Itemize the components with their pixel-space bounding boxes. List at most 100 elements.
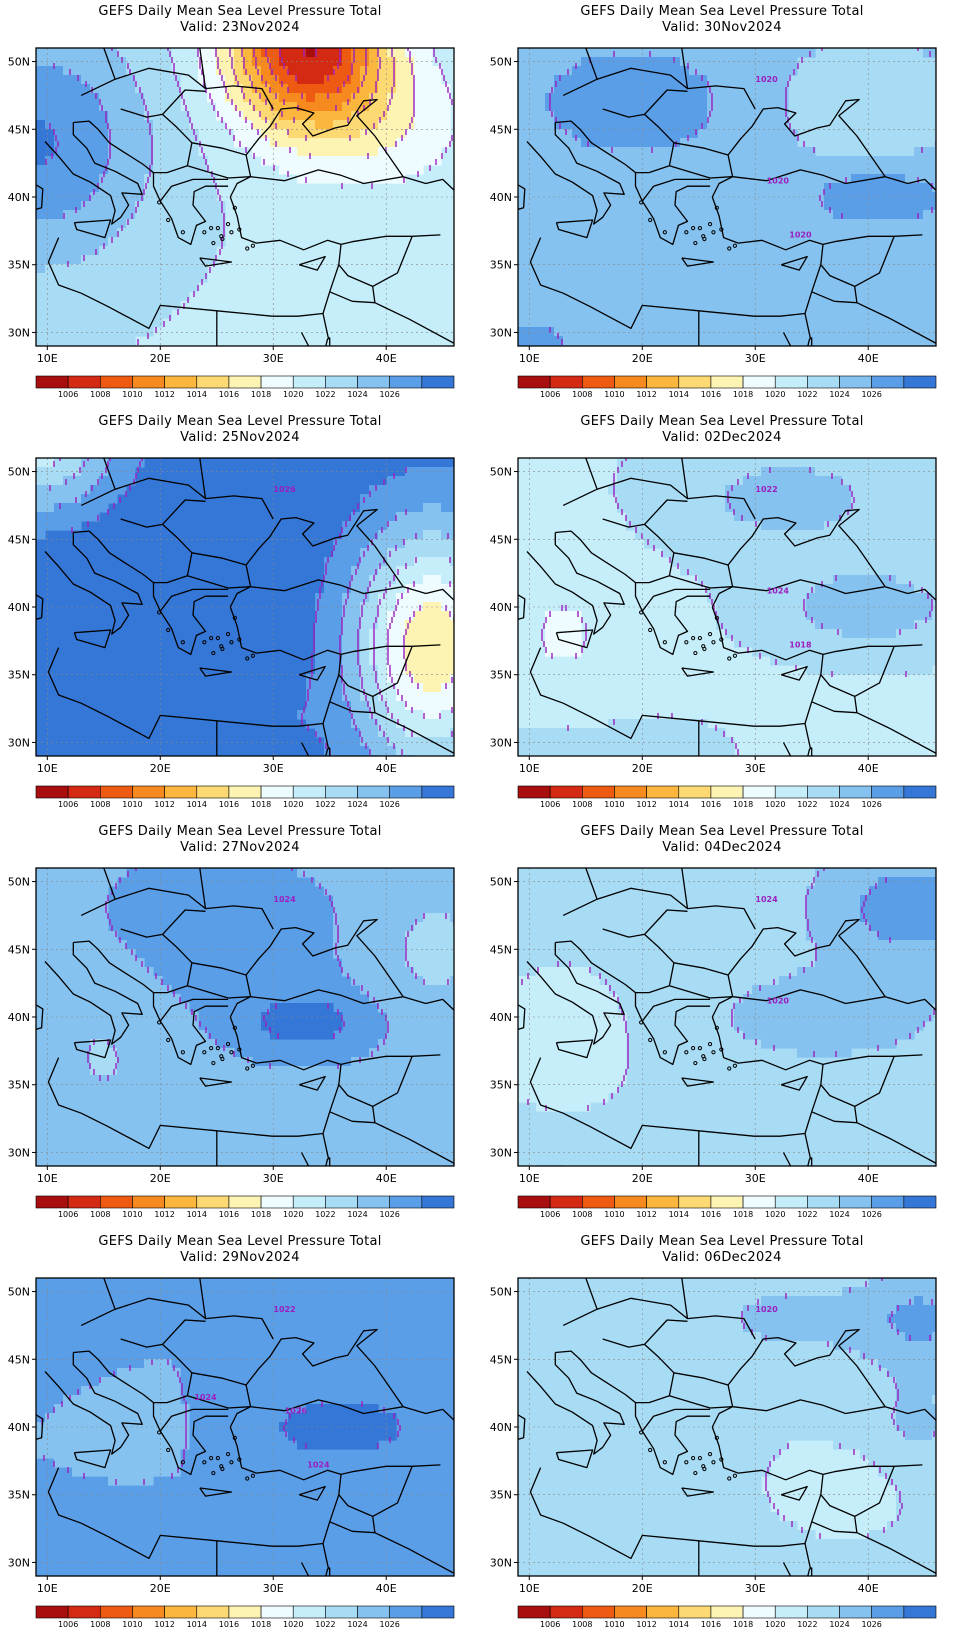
field-cell: [932, 647, 936, 657]
field-cell: [333, 1021, 343, 1031]
field-cell: [405, 503, 415, 513]
field-cell: [90, 174, 100, 184]
field-cell: [432, 1048, 442, 1058]
coastline: [80, 477, 274, 520]
field-cell: [180, 246, 190, 256]
field-cell: [860, 629, 870, 639]
field-cell: [536, 57, 546, 67]
field-cell: [450, 476, 454, 486]
field-cell: [342, 611, 352, 621]
field-cell: [135, 282, 145, 292]
colorbar-label: 1006: [58, 800, 78, 809]
field-cell: [896, 467, 906, 477]
field-cell: [743, 210, 753, 220]
field-cell: [536, 336, 546, 346]
field-cell: [932, 300, 936, 310]
field-cell: [324, 674, 334, 684]
colorbar-label: 1008: [90, 800, 110, 809]
field-cell: [243, 1093, 253, 1103]
field-cell: [432, 530, 442, 540]
field-cell: [378, 683, 388, 693]
field-cell: [653, 291, 663, 301]
field-cell: [126, 976, 136, 986]
field-cell: [126, 147, 136, 157]
field-cell: [117, 458, 127, 468]
field-cell: [833, 620, 843, 630]
field-cell: [378, 165, 388, 175]
field-cell: [689, 129, 699, 139]
field-cell: [842, 647, 852, 657]
field-cell: [518, 93, 528, 103]
field-cell: [644, 120, 654, 130]
field-cell: [405, 512, 415, 522]
field-cell: [180, 138, 190, 148]
field-cell: [333, 1075, 343, 1085]
field-cell: [414, 156, 424, 166]
field-cell: [599, 147, 609, 157]
field-cell: [608, 336, 618, 346]
field-cell: [450, 1048, 454, 1058]
field-cell: [797, 602, 807, 612]
field-cell: [144, 183, 154, 193]
field-cell: [171, 1021, 181, 1031]
field-cell: [126, 1030, 136, 1040]
field-cell: [788, 485, 798, 495]
field-cell: [441, 692, 451, 702]
field-cell: [932, 512, 936, 522]
field-cell: [653, 66, 663, 76]
field-cell: [360, 1084, 370, 1094]
field-cell: [396, 120, 406, 130]
field-cell: [581, 75, 591, 85]
field-cell: [662, 291, 672, 301]
field-cell: [896, 458, 906, 468]
field-cell: [644, 485, 654, 495]
field-cell: [698, 57, 708, 67]
field-cell: [63, 521, 73, 531]
field-cell: [279, 1084, 289, 1094]
field-cell: [450, 746, 454, 756]
field-cell: [216, 1048, 226, 1058]
field-cell: [387, 931, 397, 941]
field-cell: [108, 147, 118, 157]
field-cell: [414, 48, 424, 58]
field-cell: [797, 201, 807, 211]
field-cell: [770, 219, 780, 229]
field-cell: [527, 48, 537, 58]
isobar-line: [265, 48, 355, 99]
field-cell: [144, 1012, 154, 1022]
field-cell: [117, 174, 127, 184]
field-cell: [261, 1012, 271, 1022]
field-cell: [788, 183, 798, 193]
field-cell: [869, 183, 879, 193]
field-cell: [135, 309, 145, 319]
field-cell: [545, 273, 555, 283]
field-cell: [761, 566, 771, 576]
field-cell: [333, 1093, 343, 1103]
field-cell: [572, 192, 582, 202]
field-cell: [342, 593, 352, 603]
field-cell: [126, 985, 136, 995]
field-cell: [851, 503, 861, 513]
field-cell: [761, 629, 771, 639]
field-cell: [680, 282, 690, 292]
field-cell: [90, 503, 100, 513]
field-cell: [45, 1066, 55, 1076]
field-cell: [563, 183, 573, 193]
coastline: [644, 113, 729, 156]
field-cell: [342, 174, 352, 184]
field-cell: [662, 530, 672, 540]
field-cell: [599, 129, 609, 139]
field-cell: [635, 174, 645, 184]
field-cell: [342, 967, 352, 977]
field-cell: [617, 282, 627, 292]
field-cell: [581, 147, 591, 157]
field-cell: [743, 300, 753, 310]
field-cell: [441, 647, 451, 657]
field-cell: [806, 566, 816, 576]
field-cell: [270, 1066, 280, 1076]
field-cell: [923, 476, 933, 486]
field-cell: [725, 165, 735, 175]
field-cell: [135, 192, 145, 202]
field-cell: [734, 120, 744, 130]
island: [232, 615, 237, 620]
